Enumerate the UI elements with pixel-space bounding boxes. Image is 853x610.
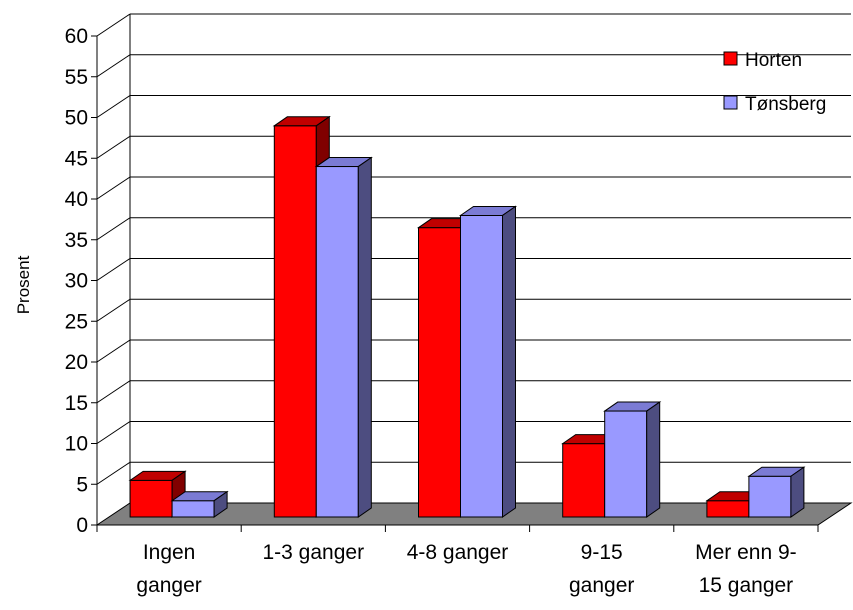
bar-front — [129, 479, 173, 518]
bar-side — [646, 401, 661, 518]
bar-tønsberg-3 — [603, 401, 662, 518]
y-tick-label-55: 55 — [65, 66, 88, 89]
bar-tønsberg-4 — [747, 466, 806, 518]
category-label: 15 ganger — [699, 574, 794, 597]
bar-side — [502, 205, 516, 518]
y-tick-label-10: 10 — [65, 433, 88, 456]
y-tick-label-35: 35 — [65, 229, 88, 252]
gridline-diagonal-50 — [96, 95, 131, 118]
bar-front — [171, 500, 215, 518]
gridline-diagonal-30 — [96, 258, 131, 281]
category-label: ganger — [136, 574, 201, 597]
gridline-diagonal-10 — [96, 421, 131, 444]
y-tick-label-5: 5 — [76, 473, 88, 496]
y-tick-label-50: 50 — [65, 107, 88, 130]
bar-front — [418, 227, 461, 518]
category-label: 1-3 ganger — [263, 541, 365, 564]
y-tick-label-15: 15 — [65, 392, 88, 415]
category-label: 9-15 — [581, 541, 623, 564]
y-tick-label-30: 30 — [65, 270, 88, 293]
y-tick-label-45: 45 — [65, 147, 88, 170]
axis-layer — [91, 35, 819, 532]
bar-front — [460, 214, 503, 518]
y-tick-label-25: 25 — [65, 310, 88, 333]
gridline-diagonal-25 — [96, 298, 131, 322]
legend-label-0: Horten — [745, 50, 802, 71]
y-tick-label-20: 20 — [65, 351, 88, 374]
bar-layer — [128, 115, 806, 518]
bar-side — [213, 490, 228, 518]
bar-side — [357, 156, 372, 518]
gridline-diagonal-60 — [96, 13, 131, 37]
category-label: Ingen — [143, 541, 196, 564]
bar-side — [790, 466, 805, 518]
y-axis-title: Prosent — [14, 255, 33, 314]
y-tick-label-60: 60 — [65, 25, 88, 48]
gridline-diagonal-45 — [96, 135, 131, 159]
category-label: Mer enn 9- — [695, 541, 797, 564]
legend-swatch-1 — [723, 95, 738, 110]
bar-tønsberg-0 — [170, 490, 229, 518]
bar-front — [562, 443, 606, 518]
gridline-diagonal-55 — [96, 54, 131, 78]
gridline-diagonal-20 — [96, 339, 131, 363]
bar-front — [604, 410, 648, 518]
bar-front — [273, 125, 317, 518]
category-label: ganger — [569, 574, 634, 597]
legend: Horten Tønsberg — [723, 50, 826, 115]
gridline-diagonal-15 — [96, 380, 131, 404]
y-tick-label-40: 40 — [65, 188, 88, 211]
bar-front — [748, 475, 792, 518]
label-layer: 0 5 10 15 20 25 30 35 40 45 50 55 60 Ingen ganger 1-3 g… — [65, 25, 797, 597]
y-tick-label-0: 0 — [76, 514, 88, 537]
legend-label-1: Tønsberg — [745, 94, 826, 115]
bar-front — [706, 500, 750, 518]
gridline-diagonal-35 — [96, 217, 131, 241]
bar-front — [315, 166, 359, 518]
gridline-diagonal-5 — [96, 461, 131, 485]
bar-tønsberg-1 — [314, 156, 373, 518]
category-label: 4-8 ganger — [407, 541, 509, 564]
legend-swatch-0 — [723, 51, 738, 66]
gridline-diagonal-40 — [96, 176, 131, 200]
bar-tønsberg-2 — [458, 205, 518, 518]
